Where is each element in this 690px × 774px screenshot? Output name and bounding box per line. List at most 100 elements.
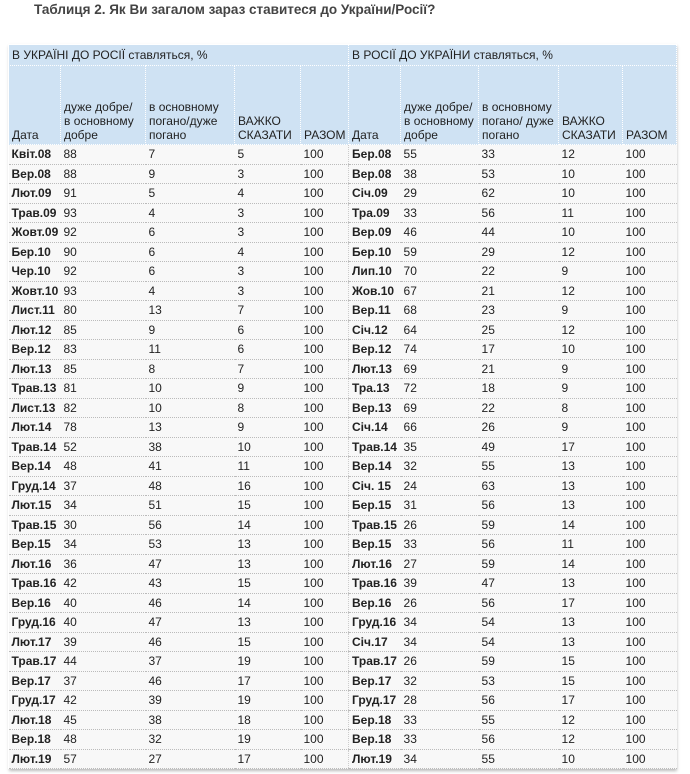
right-cell-hard-to-say: 11: [558, 203, 623, 223]
right-cell-total: 100: [622, 242, 677, 262]
right-cell-hard-to-say: 12: [558, 242, 623, 262]
right-cell-bad: 18: [478, 378, 559, 399]
right-cell-total: 100: [622, 300, 677, 321]
table-row: Бер.10 90 6 4 100 Бер.10 59 29 12 100: [8, 242, 677, 262]
left-cell-date: Лист.13: [8, 398, 61, 418]
right-cell-date: Вер.08: [348, 164, 401, 184]
right-cell-hard-to-say: 10: [558, 749, 623, 769]
left-cell-hard-to-say: 4: [234, 242, 301, 262]
left-cell-hard-to-say: 15: [234, 573, 301, 594]
left-cell-good: 42: [60, 690, 146, 711]
left-cell-hard-to-say: 3: [234, 222, 301, 243]
survey-table: В УКРАЇНІ ДО РОСІЇ ставляться, % В РОСІЇ…: [7, 44, 678, 769]
left-cell-bad: 4: [145, 281, 235, 301]
left-cell-good: 91: [60, 183, 146, 204]
left-cell-bad: 41: [145, 456, 235, 477]
left-cell-hard-to-say: 15: [234, 632, 301, 652]
right-cell-good: 29: [400, 183, 479, 204]
right-cell-bad: 56: [478, 203, 559, 223]
table-row: Груд.14 37 48 16 100 Січ. 15 24 63 13 100: [8, 476, 677, 496]
left-cell-total: 100: [300, 144, 349, 165]
left-cell-bad: 48: [145, 476, 235, 496]
left-cell-date: Трав.15: [8, 515, 61, 535]
table-title: Таблиця 2. Як Ви загалом зараз ставитеся…: [34, 2, 436, 17]
right-cell-bad: 22: [478, 398, 559, 418]
right-cell-hard-to-say: 17: [558, 437, 623, 457]
col-header-date: Дата: [8, 65, 61, 145]
right-cell-bad: 47: [478, 573, 559, 594]
right-cell-good: 35: [400, 437, 479, 457]
right-cell-bad: 49: [478, 437, 559, 457]
right-cell-date: Вер.18: [348, 729, 401, 750]
right-cell-date: Вер.15: [348, 534, 401, 555]
right-cell-bad: 56: [478, 534, 559, 555]
left-cell-total: 100: [300, 320, 349, 340]
left-cell-bad: 27: [145, 749, 235, 769]
right-cell-bad: 25: [478, 320, 559, 340]
table-row: Квіт.08 88 7 5 100 Бер.08 55 33 12 100: [8, 144, 677, 165]
left-cell-total: 100: [300, 222, 349, 243]
right-cell-good: 32: [400, 456, 479, 477]
survey-table-container: В УКРАЇНІ ДО РОСІЇ ставляться, % В РОСІЇ…: [7, 44, 678, 769]
right-cell-bad: 56: [478, 729, 559, 750]
left-cell-bad: 32: [145, 729, 235, 750]
left-cell-date: Жовт.09: [8, 222, 61, 243]
right-cell-total: 100: [622, 573, 677, 594]
right-cell-good: 24: [400, 476, 479, 496]
left-cell-good: 80: [60, 300, 146, 321]
left-cell-bad: 5: [145, 183, 235, 204]
right-cell-hard-to-say: 13: [558, 456, 623, 477]
left-cell-bad: 53: [145, 534, 235, 555]
right-cell-date: Трав.15: [348, 515, 401, 535]
right-cell-good: 38: [400, 164, 479, 184]
right-cell-bad: 21: [478, 359, 559, 379]
right-cell-date: Січ.17: [348, 632, 401, 652]
left-cell-hard-to-say: 15: [234, 495, 301, 516]
right-cell-hard-to-say: 9: [558, 417, 623, 438]
left-cell-bad: 8: [145, 359, 235, 379]
right-cell-date: Вер.17: [348, 671, 401, 691]
left-cell-total: 100: [300, 437, 349, 457]
left-cell-bad: 56: [145, 515, 235, 535]
right-cell-good: 74: [400, 339, 479, 360]
left-cell-total: 100: [300, 710, 349, 730]
right-cell-total: 100: [622, 593, 677, 613]
left-cell-hard-to-say: 16: [234, 476, 301, 496]
left-cell-date: Вер.14: [8, 456, 61, 477]
right-cell-bad: 53: [478, 164, 559, 184]
left-cell-total: 100: [300, 671, 349, 691]
right-cell-total: 100: [622, 690, 677, 711]
section-header-russia: В РОСІЇ ДО УКРАЇНИ ставляться, %: [348, 44, 678, 66]
left-cell-good: 93: [60, 203, 146, 223]
left-cell-good: 42: [60, 573, 146, 594]
right-cell-total: 100: [622, 183, 677, 204]
table-row: Вер.17 37 46 17 100 Вер.17 32 53 15 100: [8, 671, 677, 691]
left-cell-hard-to-say: 17: [234, 671, 301, 691]
left-cell-bad: 9: [145, 164, 235, 184]
left-cell-bad: 46: [145, 671, 235, 691]
left-cell-bad: 6: [145, 261, 235, 282]
left-cell-date: Трав.13: [8, 378, 61, 399]
left-cell-date: Квіт.08: [8, 144, 61, 165]
left-cell-total: 100: [300, 573, 349, 594]
left-cell-good: 48: [60, 456, 146, 477]
right-cell-good: 26: [400, 593, 479, 613]
left-cell-hard-to-say: 7: [234, 300, 301, 321]
left-cell-date: Груд.16: [8, 612, 61, 633]
right-cell-hard-to-say: 13: [558, 612, 623, 633]
left-cell-total: 100: [300, 651, 349, 672]
right-cell-good: 46: [400, 222, 479, 243]
right-cell-date: Вер.16: [348, 593, 401, 613]
left-cell-good: 82: [60, 398, 146, 418]
left-cell-date: Вер.15: [8, 534, 61, 555]
col-header-bad: в основному погано/ дуже погано: [478, 65, 560, 145]
left-cell-good: 57: [60, 749, 146, 769]
right-cell-bad: 23: [478, 300, 559, 321]
left-cell-hard-to-say: 19: [234, 729, 301, 750]
right-cell-total: 100: [622, 378, 677, 399]
left-cell-total: 100: [300, 690, 349, 711]
right-cell-hard-to-say: 17: [558, 690, 623, 711]
right-cell-bad: 56: [478, 593, 559, 613]
right-cell-hard-to-say: 15: [558, 671, 623, 691]
table-row: Лют.14 78 13 9 100 Січ.14 66 26 9 100: [8, 417, 677, 438]
